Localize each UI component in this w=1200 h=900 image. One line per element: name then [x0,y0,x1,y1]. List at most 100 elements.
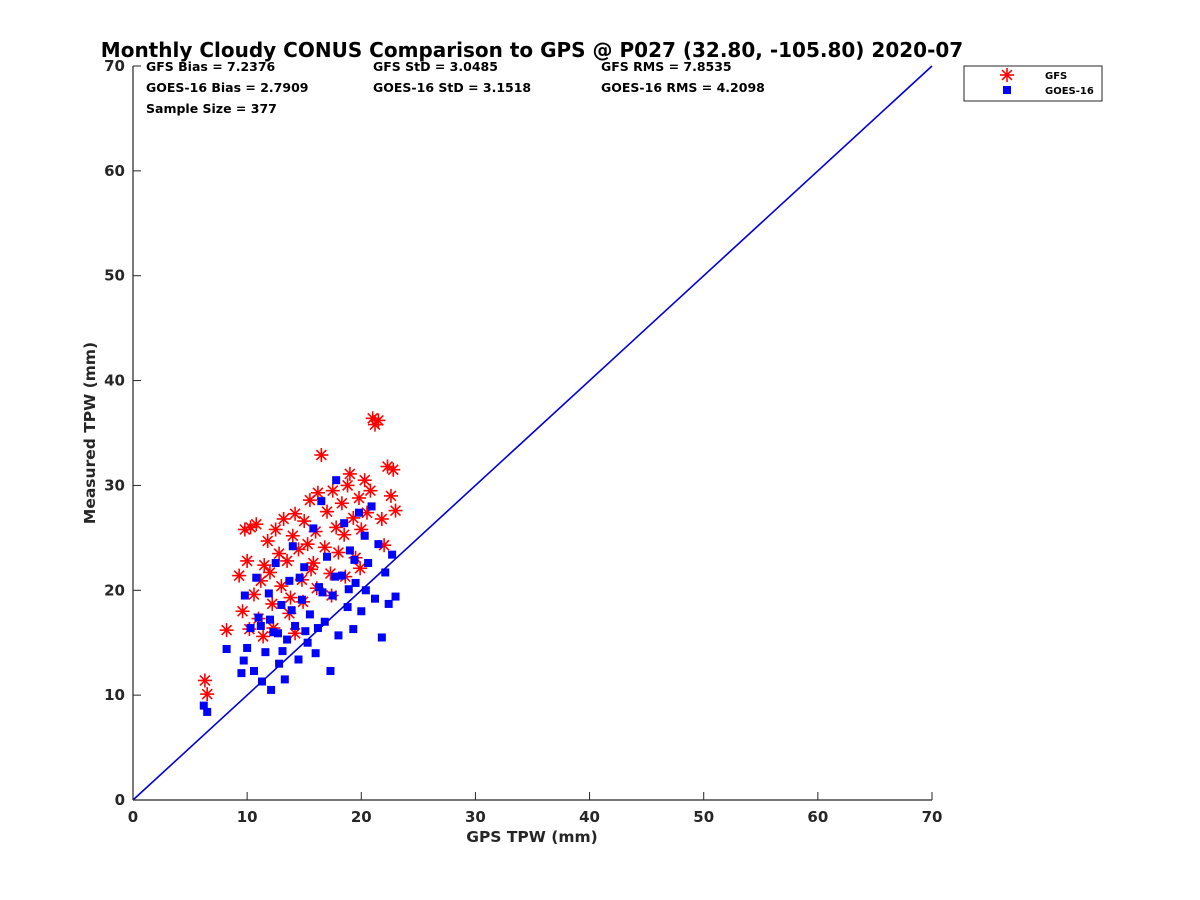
y-tick-label: 70 [104,57,125,75]
goes16-point [300,563,309,572]
goes16-point [367,502,376,511]
goes16-point [331,572,340,581]
goes16-point [388,550,397,559]
goes16-point [315,583,324,592]
goes16-point [267,685,276,694]
gfs-point [374,511,389,526]
goes16-point [357,607,366,616]
stat-text: GFS Bias = 7.2376 [146,59,276,74]
goes16-point [256,621,265,630]
gfs-point [256,629,271,644]
goes16-point [345,546,354,555]
goes16-point [283,635,292,644]
goes16-point [323,552,332,561]
gfs-point [285,528,300,543]
gfs-point [237,522,252,537]
goes16-point [297,595,306,604]
gfs-point [257,558,272,573]
gfs-point [320,504,335,519]
axes: 0 10 20 30 40 50 60 70 0 10 20 30 40 50 60 70 [104,57,942,826]
gfs-point [342,466,357,481]
goes16-point [370,594,379,603]
goes16-point [277,600,286,609]
gfs-point [388,503,403,518]
gfs-point [262,565,277,580]
goes16-point [240,591,249,600]
gfs-point [274,579,289,594]
goes16-point [288,542,297,551]
gfs-point [371,413,386,428]
gfs-point [265,596,280,611]
y-tick-label: 60 [104,162,125,180]
stat-text: GOES-16 Bias = 2.7909 [146,80,308,95]
stat-text: GOES-16 StD = 3.1518 [373,80,531,95]
goes16-point [305,610,314,619]
goes16-point [309,524,318,533]
x-tick-label: 10 [237,808,258,826]
legend-gfs-label: GFS [1045,71,1067,82]
y-tick-label: 30 [104,476,125,494]
y-tick-label: 40 [104,372,125,390]
goes16-point [285,576,294,585]
x-tick-label: 60 [807,808,828,826]
goes16-point [377,633,386,642]
goes16-point [222,645,231,654]
goes16-point [254,613,263,622]
goes16-point [246,624,255,633]
gfs-point [357,473,372,488]
goes16-point [271,559,280,568]
gfs-point [386,462,401,477]
x-tick-label: 40 [579,808,600,826]
gfs-point [300,537,315,552]
y-tick-label: 50 [104,267,125,285]
stat-text: GFS StD = 3.0485 [373,59,498,74]
gfs-point [276,511,291,526]
goes16-point [313,624,322,633]
gfs-point [232,568,247,583]
goes16-point [239,656,248,665]
goes16-point [287,606,296,615]
gfs-point [219,623,234,638]
goes16-point [328,591,337,600]
x-tick-label: 70 [922,808,943,826]
goes16-point [278,647,287,656]
goes16-point [317,497,326,506]
goes16-point [264,589,273,598]
goes16-point [249,667,258,676]
goes16-point [243,643,252,652]
gfs-point [268,522,283,537]
legend-gfs-symbol [1000,68,1014,82]
gfs-point [288,506,303,521]
gfs-point [337,527,352,542]
goes16-point [199,701,208,710]
stat-text: GFS RMS = 7.8535 [601,59,732,74]
goes16-point [350,555,359,564]
y-tick-label: 0 [115,791,125,809]
y-tick-label: 10 [104,686,125,704]
gfs-point [260,534,275,549]
gfs-point [246,587,261,602]
goes16-point [320,617,329,626]
y-tick-label: 20 [104,581,125,599]
goes16-point [269,628,278,637]
goes16-point [384,599,393,608]
gfs-point [314,448,329,463]
gfs-point [380,459,395,474]
goes16-point [343,603,352,612]
goes16-point [361,586,370,595]
x-tick-label: 30 [465,808,486,826]
goes16-point [311,649,320,658]
legend-gfs-marker [1000,68,1014,82]
stat-text: GOES-16 RMS = 4.2098 [601,80,765,95]
x-tick-label: 50 [693,808,714,826]
goes16-point [340,519,349,528]
gfs-point [334,496,349,511]
goes16-point [344,585,353,594]
one-to-one-line [132,65,933,801]
legend-box [963,65,1103,102]
goes16-point [318,588,327,597]
gfs-point [383,488,398,503]
gfs-point [354,522,369,537]
goes16-point [294,655,303,664]
